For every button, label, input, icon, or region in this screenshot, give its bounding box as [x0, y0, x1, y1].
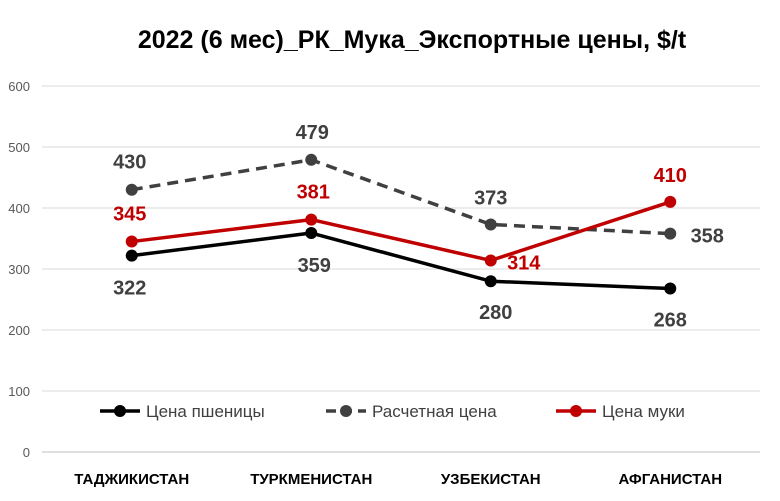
x-axis: ТАДЖИКИСТАН ТУРКМЕНИСТАН УЗБЕКИСТАН АФГАНИС…	[74, 471, 722, 488]
data-label: 322	[113, 278, 146, 300]
data-point	[664, 282, 677, 295]
x-tick-label: ТУРКМЕНИСТАН	[250, 471, 372, 488]
data-label: 314	[507, 252, 541, 274]
x-tick-label: ТАДЖИКИСТАН	[74, 471, 189, 488]
y-tick-label: 500	[8, 140, 30, 155]
y-tick-label: 100	[8, 384, 30, 399]
data-label: 359	[298, 255, 331, 277]
legend-marker	[340, 405, 352, 417]
data-point	[305, 227, 318, 240]
y-axis: 0 100 200 300 400 500 600	[8, 79, 30, 460]
legend-marker	[114, 405, 126, 417]
series-line	[131, 231, 671, 291]
y-tick-label: 200	[8, 323, 30, 338]
data-point	[484, 218, 497, 231]
data-point	[125, 183, 138, 196]
data-label: 280	[479, 302, 512, 324]
y-tick-label: 300	[8, 262, 30, 277]
data-point	[664, 227, 677, 240]
chart-title: 2022 (6 мес)_РК_Мука_Экспортные цены, $/…	[138, 26, 687, 54]
data-label: 430	[113, 152, 146, 174]
data-point	[125, 235, 138, 248]
data-label: 268	[654, 310, 687, 332]
y-tick-label: 600	[8, 79, 30, 94]
x-tick-label: УЗБЕКИСТАН	[441, 471, 541, 488]
data-labels: 322 359 280 268 430 479 373 358 345 381 314 410	[113, 122, 724, 332]
data-label: 410	[654, 165, 687, 187]
y-tick-label: 0	[23, 445, 30, 460]
legend-label: Цена муки	[602, 402, 685, 421]
legend: Цена пшеницы Расчетная цена Цена муки	[100, 402, 685, 421]
legend-marker	[570, 405, 582, 417]
legend-label: Расчетная цена	[372, 402, 497, 421]
data-point	[125, 249, 138, 262]
x-tick-label: АФГАНИСТАН	[618, 471, 722, 488]
data-point	[305, 153, 318, 166]
data-label: 373	[474, 187, 507, 209]
y-tick-label: 400	[8, 201, 30, 216]
data-label: 345	[113, 204, 146, 226]
data-label: 479	[296, 122, 329, 144]
data-point	[664, 195, 677, 208]
legend-label: Цена пшеницы	[146, 402, 265, 421]
data-point	[484, 275, 497, 288]
series-line	[131, 200, 671, 263]
data-point	[484, 254, 497, 267]
data-label: 381	[297, 182, 330, 204]
data-point	[305, 213, 318, 226]
series-line	[131, 158, 671, 236]
data-label: 358	[691, 226, 724, 248]
gridlines	[42, 85, 760, 453]
series-group	[125, 153, 677, 295]
